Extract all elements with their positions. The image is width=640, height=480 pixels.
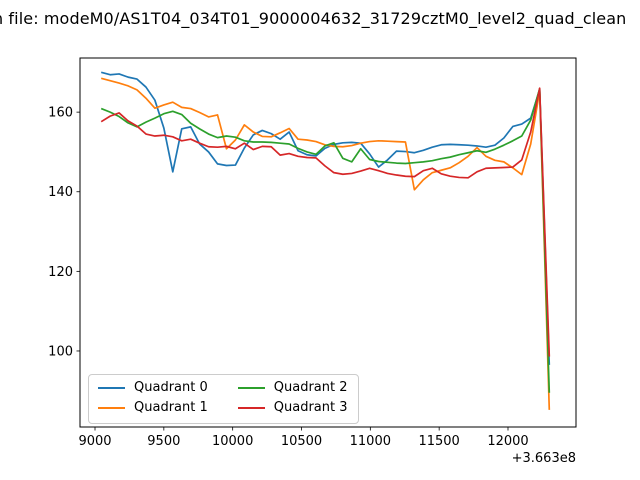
y-tick-label: 140 — [48, 185, 73, 200]
legend-label: Quadrant 0 — [134, 380, 208, 395]
plot-title: n file: modeM0/AS1T04_034T01_9000004632_… — [0, 9, 627, 28]
legend-entry-quadrant-3: Quadrant 3 — [237, 400, 348, 416]
series-line-quadrant-2 — [100, 87, 551, 393]
legend-line-sample — [98, 387, 125, 390]
series-line-quadrant-0 — [100, 71, 551, 365]
x-axis-offset-label: +3.663e8 — [511, 451, 576, 466]
legend-line-sample — [237, 407, 265, 410]
x-tick-label: 10000 — [212, 434, 253, 449]
legend-entry-quadrant-2: Quadrant 2 — [237, 380, 348, 396]
axes-frame — [79, 57, 577, 428]
series-line-quadrant-3 — [100, 87, 551, 357]
x-tick-label: 9500 — [147, 434, 180, 449]
series-line-quadrant-1 — [100, 77, 551, 410]
series-group — [100, 71, 551, 410]
y-tick-label: 100 — [48, 344, 73, 359]
x-tick-label: 10500 — [281, 434, 322, 449]
legend-line-sample — [237, 387, 265, 390]
legend-entry-quadrant-1: Quadrant 1 — [98, 400, 208, 416]
x-tick-label: 11000 — [350, 434, 391, 449]
legend-label: Quadrant 3 — [273, 400, 348, 416]
legend-label: Quadrant 1 — [134, 400, 208, 416]
legend: Quadrant 0 Quadrant 1 Quadrant 2 Quadrant 3 — [88, 374, 359, 424]
legend-entry-quadrant-0: Quadrant 0 — [98, 380, 208, 396]
x-tick-label: 12000 — [487, 434, 528, 449]
x-tick-label: 9000 — [78, 434, 111, 449]
y-tick-label: 160 — [48, 106, 73, 121]
legend-line-sample — [98, 407, 125, 410]
legend-label: Quadrant 2 — [273, 380, 348, 395]
y-tick-label: 120 — [48, 265, 73, 280]
x-tick-label: 11500 — [418, 434, 459, 449]
